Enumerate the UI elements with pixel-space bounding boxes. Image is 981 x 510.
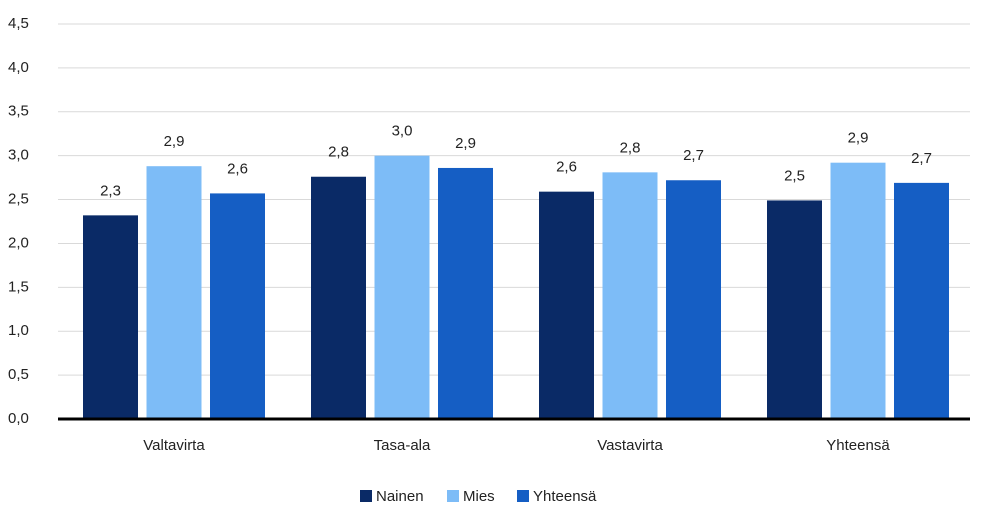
value-label: 2,8 [328,144,349,161]
bar [146,166,202,419]
value-label: 3,0 [392,123,413,140]
y-tick-label: 1,0 [8,322,29,339]
y-tick-label: 4,5 [8,15,29,32]
y-tick-label: 0,5 [8,366,29,383]
value-label: 2,9 [164,133,185,150]
y-tick-label: 3,0 [8,147,29,164]
legend-label: Mies [463,488,495,505]
value-label: 2,8 [620,139,641,156]
x-tick-label: Vastavirta [597,437,663,454]
bar [83,215,138,419]
y-tick-label: 2,5 [8,191,29,208]
bar [894,182,949,419]
bar [438,167,493,419]
x-tick-label: Yhteensä [826,437,890,454]
value-label: 2,5 [784,167,805,184]
value-label: 2,7 [911,150,932,167]
legend-swatch [517,490,529,502]
bar [210,193,265,419]
bar [539,191,594,419]
y-tick-label: 4,0 [8,59,29,76]
legend-label: Yhteensä [533,488,597,505]
value-label: 2,6 [556,159,577,176]
value-label: 2,9 [848,130,869,147]
bar [311,176,366,419]
legend-swatch [360,490,372,502]
y-tick-label: 1,5 [8,278,29,295]
legend-label: Nainen [376,488,424,505]
bar [666,180,721,419]
value-label: 2,7 [683,147,704,164]
legend-swatch [447,490,459,502]
x-tick-label: Valtavirta [143,437,205,454]
y-tick-label: 2,0 [8,234,29,251]
value-label: 2,6 [227,160,248,177]
y-tick-label: 0,0 [8,410,29,427]
bar [374,155,430,419]
x-tick-label: Tasa-ala [374,437,431,454]
value-label: 2,9 [455,135,476,152]
y-tick-label: 3,5 [8,103,29,120]
bar [767,200,822,419]
bar [830,162,886,419]
bar [602,172,658,419]
value-label: 2,3 [100,182,121,199]
